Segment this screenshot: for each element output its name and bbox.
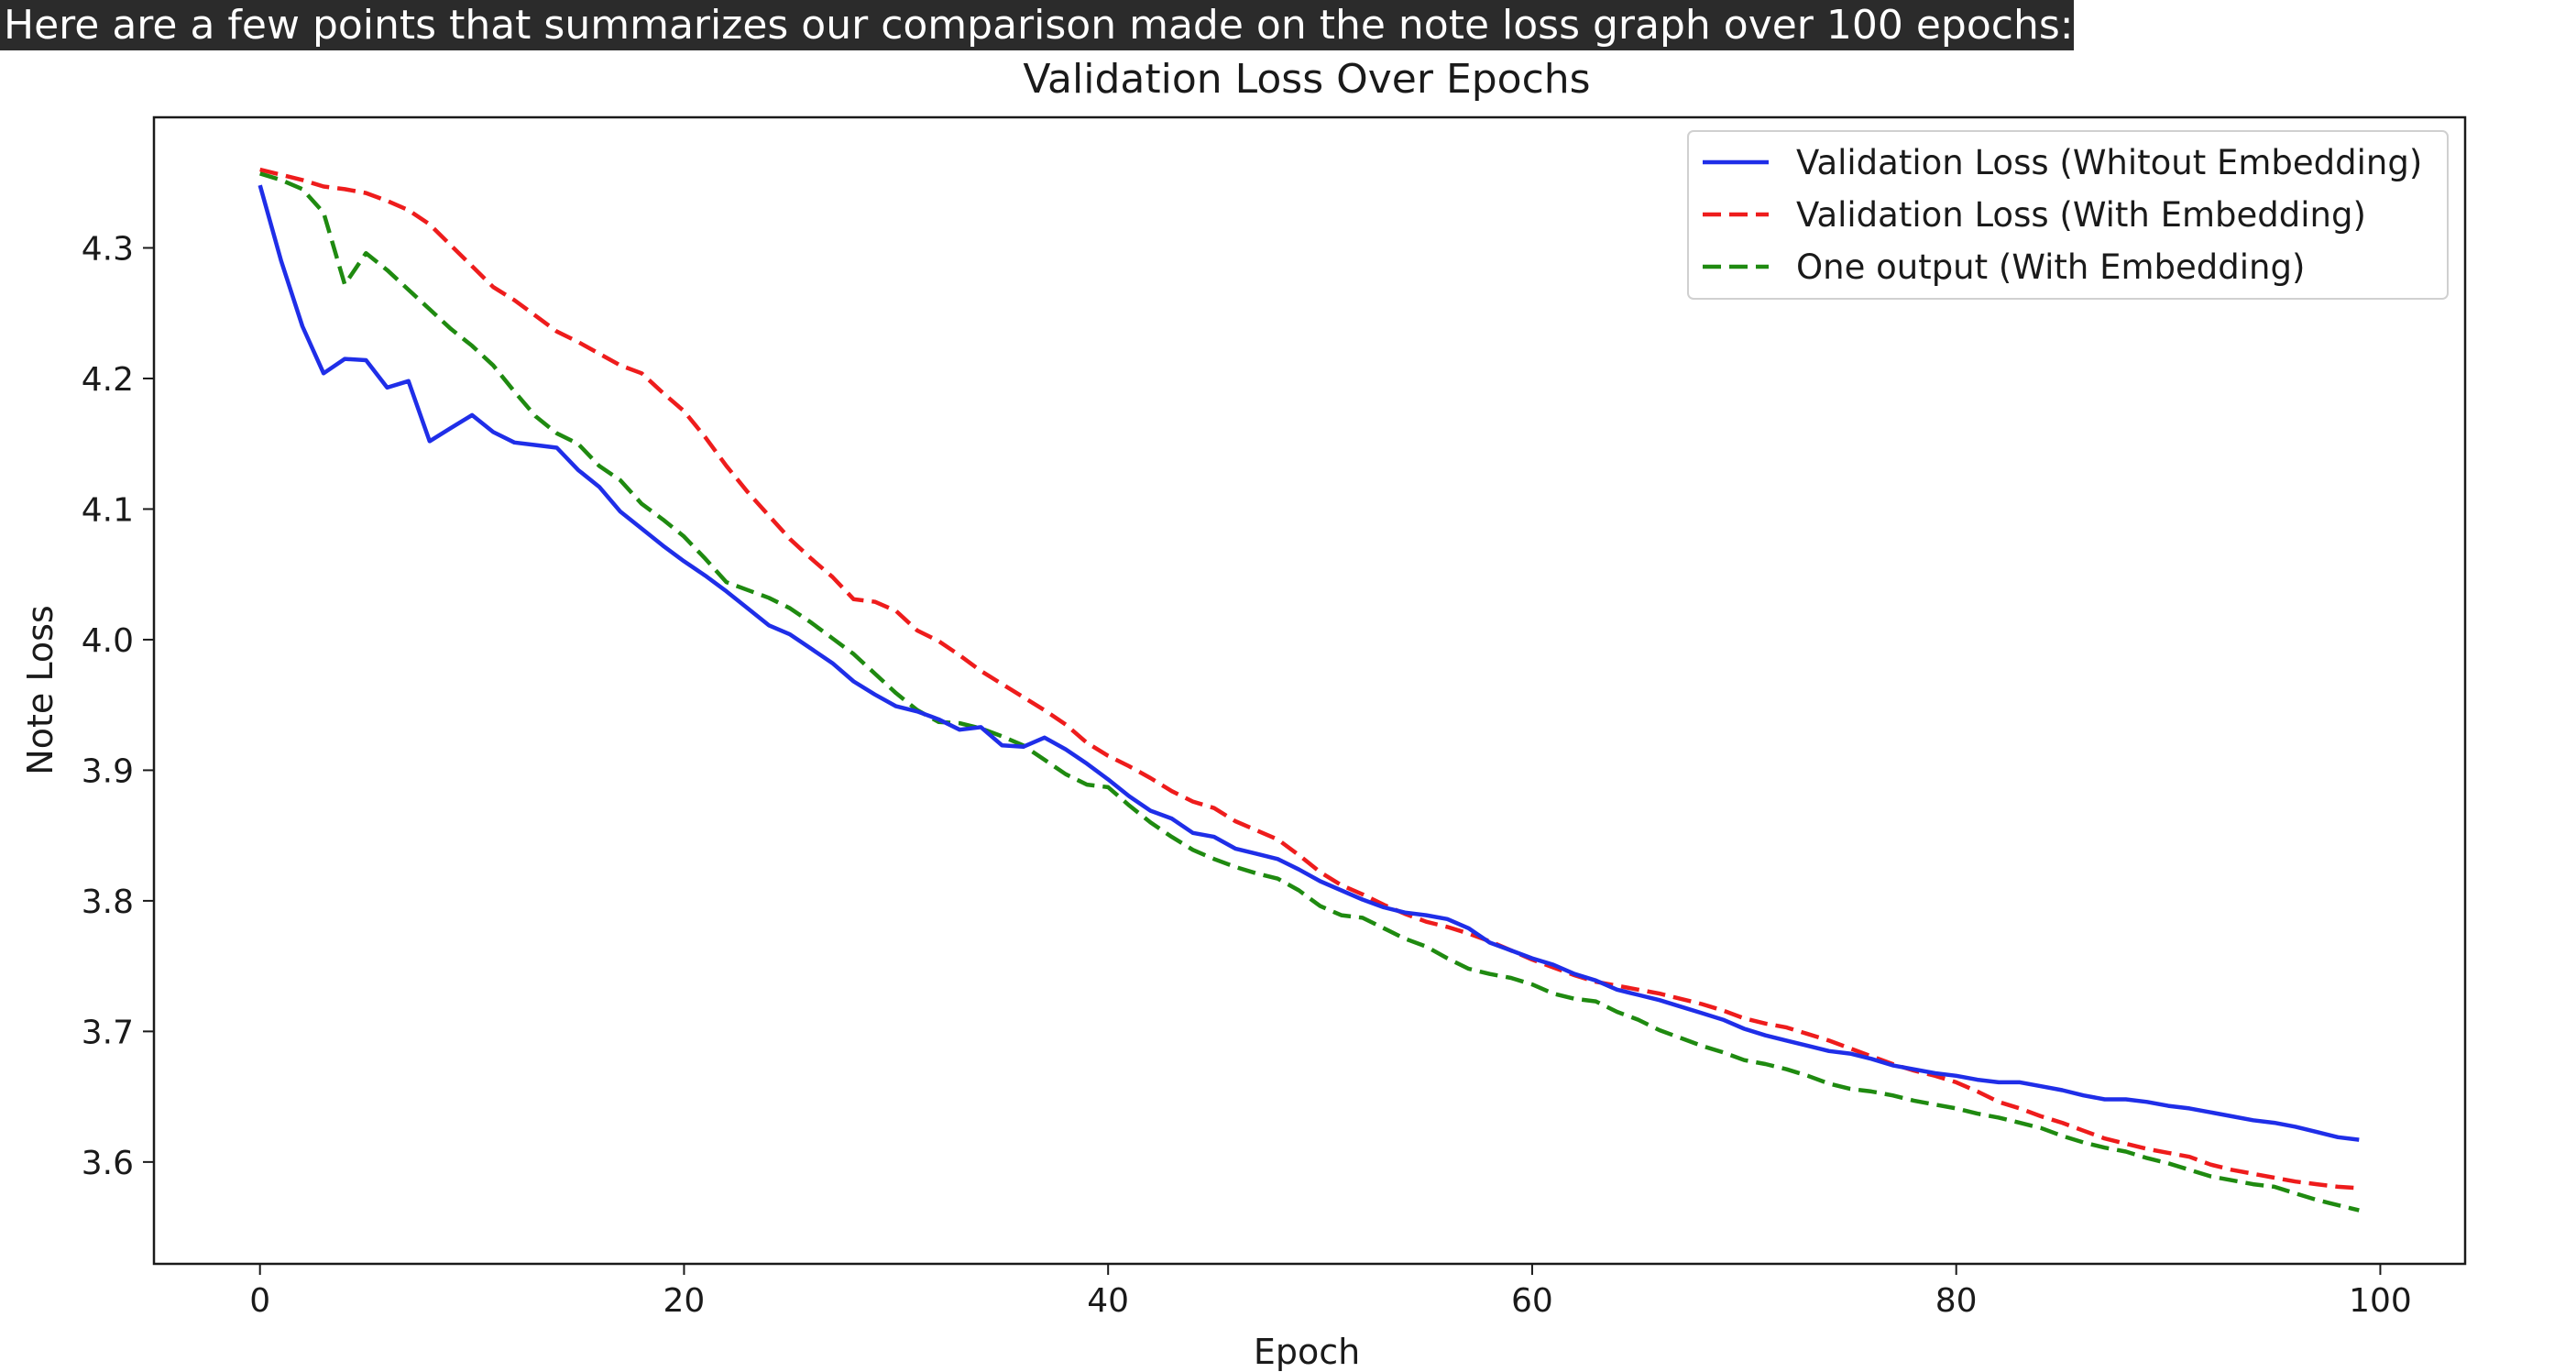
legend-box (1687, 130, 2449, 300)
y-tick-label: 3.8 (82, 884, 134, 921)
y-tick-label: 4.2 (82, 361, 134, 399)
header-text: Here are a few points that summarizes ou… (4, 2, 2074, 49)
x-tick-label: 60 (1511, 1282, 1553, 1320)
y-tick-label: 4.3 (82, 230, 134, 268)
y-tick-label: 3.7 (82, 1014, 134, 1051)
chart-title: Validation Loss Over Epochs (1023, 56, 1590, 103)
y-axis: 3.6 3.7 3.8 3.9 4.0 4.1 4.2 4.3 (82, 230, 154, 1182)
x-tick-label: 100 (2349, 1282, 2412, 1320)
x-axis-label: Epoch (1254, 1332, 1360, 1372)
series-line-3 (259, 171, 2360, 1213)
legend-label-1: Validation Loss (Whitout Embedding) (1796, 143, 2422, 182)
series-line-2 (259, 167, 2360, 1191)
x-tick-label: 80 (1935, 1282, 1978, 1320)
legend-label-3: One output (With Embedding) (1796, 247, 2305, 287)
x-tick-label: 20 (663, 1282, 706, 1320)
x-tick-label: 40 (1087, 1282, 1129, 1320)
header-bar: Here are a few points that summarizes ou… (0, 0, 2074, 50)
y-tick-label: 3.9 (82, 752, 134, 790)
x-tick-label: 0 (249, 1282, 270, 1320)
plot-frame (152, 115, 2467, 1266)
y-tick-label: 3.6 (82, 1145, 134, 1182)
plot-lines (258, 167, 2360, 1213)
y-axis-label: Note Loss (20, 605, 60, 774)
x-axis: 0 20 40 60 80 100 (249, 1264, 2412, 1320)
y-tick-label: 4.1 (82, 491, 134, 529)
series-line-1 (258, 184, 2360, 1142)
y-tick-label: 4.0 (82, 622, 134, 660)
legend-label-2: Validation Loss (With Embedding) (1796, 195, 2366, 235)
loss-chart: Validation Loss Over Epochs 0 20 40 60 80 100… (20, 56, 2467, 1372)
legend: Validation Loss (Whitout Embedding) Valid… (1687, 130, 2449, 300)
